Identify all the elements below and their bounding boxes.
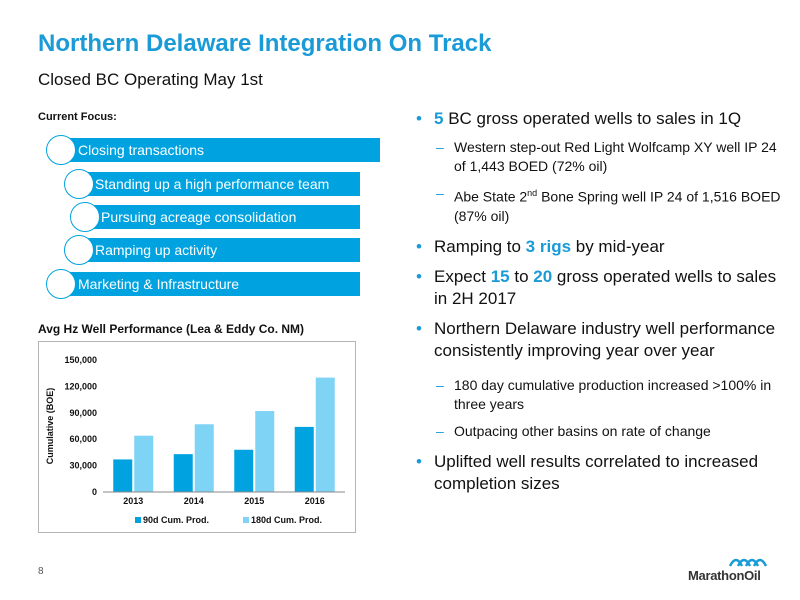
- focus-item-closing-transactions: Closing transactions: [58, 138, 380, 162]
- bullet-text: gross operated wells to sales in 2H 2017: [434, 266, 777, 308]
- bullet-item: • 5 BC gross operated wells to sales in 1…: [414, 108, 784, 130]
- bar-90d-2013: [113, 459, 133, 492]
- x-tick-label: 2015: [244, 496, 264, 506]
- focus-circle-icon: [46, 269, 76, 299]
- y-tick-label: 120,000: [64, 381, 97, 391]
- y-tick-label: 60,000: [69, 434, 97, 444]
- legend-swatch: [135, 517, 141, 523]
- bullet-text: Uplifted well results correlated to incr…: [434, 451, 759, 493]
- bullet-dot-icon: •: [416, 236, 422, 256]
- sub-bullet-text: Outpacing other basins on rate of change: [454, 422, 711, 439]
- bullet-item: • Uplifted well results correlated to inc…: [414, 451, 784, 495]
- x-tick-label: 2016: [305, 496, 325, 506]
- dash-icon: –: [436, 376, 444, 393]
- focus-item-label: Ramping up activity: [95, 242, 218, 258]
- bar-90d-2016: [294, 426, 314, 492]
- sub-bullet-text: 180 day cumulative production increased …: [454, 376, 772, 412]
- sub-bullet-text: Western step-out Red Light Wolfcamp XY w…: [454, 139, 777, 174]
- page-title: Northern Delaware Integration On Track: [38, 30, 492, 57]
- sub-bullet-item: – Abe State 2nd Bone Spring well IP 24 of…: [414, 184, 784, 226]
- bullet-item: • Expect 15 to 20 gross operated wells to…: [414, 266, 784, 310]
- marathon-oil-logo: MarathonOil: [688, 552, 783, 584]
- sub-bullet-text: Bone Spring well IP 24 of 1,516 BOED (87…: [454, 188, 781, 224]
- focus-item-marketing-infrastructure: Marketing & Infrastructure: [58, 272, 360, 296]
- sub-bullet-item: – Western step-out Red Light Wolfcamp XY …: [414, 138, 784, 176]
- focus-item-standing-up-team: Standing up a high performance team: [76, 172, 360, 196]
- chart-frame: 0 30,000 60,000 90,000 120,000 150,000 2013 20…: [38, 341, 356, 533]
- page-number: 8: [38, 566, 44, 577]
- focus-circle-icon: [64, 169, 94, 199]
- bullet-dot-icon: •: [416, 451, 422, 471]
- page-subtitle: Closed BC Operating May 1st: [38, 70, 263, 89]
- highlight-number: 15: [490, 266, 510, 286]
- bullet-item: • Ramping to 3 rigs by mid-year: [414, 236, 784, 258]
- bar-chart: 0 30,000 60,000 90,000 120,000 150,000 2013 20…: [45, 355, 345, 525]
- bar-90d-2015: [234, 449, 254, 492]
- y-tick-label: 150,000: [64, 355, 97, 365]
- x-tick-label: 2013: [123, 496, 143, 506]
- chart-title: Avg Hz Well Performance (Lea & Eddy Co. …: [38, 322, 305, 336]
- bullet-text: Expect: [434, 266, 491, 286]
- y-tick-label: 90,000: [69, 408, 97, 418]
- legend-label: 180d Cum. Prod.: [251, 515, 322, 525]
- focus-circle-icon: [70, 202, 100, 232]
- focus-circle-icon: [64, 235, 94, 265]
- bullet-item: • Northern Delaware industry well perform…: [414, 318, 784, 362]
- bullet-text: Northern Delaware industry well performa…: [434, 318, 776, 360]
- bar-90d-2014: [173, 454, 193, 492]
- focus-item-label: Closing transactions: [78, 142, 205, 158]
- focus-item-label: Pursuing acreage consolidation: [101, 209, 297, 225]
- bar-180d-2015: [255, 411, 275, 492]
- sub-bullet-item: –180 day cumulative production increased…: [414, 376, 784, 414]
- dash-icon: –: [436, 422, 444, 439]
- dash-icon: –: [436, 185, 444, 201]
- legend-swatch: [243, 517, 249, 523]
- bullet-text: by mid-year: [571, 236, 665, 256]
- bullet-dot-icon: •: [416, 318, 422, 338]
- focus-item-label: Marketing & Infrastructure: [78, 276, 240, 292]
- bar-180d-2014: [194, 424, 214, 492]
- logo-text: MarathonOil: [688, 568, 761, 583]
- highlight-number: 20: [533, 266, 553, 286]
- bullet-text: BC gross operated wells to sales in 1Q: [443, 109, 742, 128]
- focus-item-label: Standing up a high performance team: [95, 176, 330, 192]
- sub-bullet-text: Abe State 2: [454, 188, 528, 205]
- logo-waves-icon: [728, 558, 768, 567]
- bullet-dot-icon: •: [416, 266, 422, 286]
- bullet-text: Ramping to: [434, 236, 526, 256]
- focus-item-pursuing-acreage: Pursuing acreage consolidation: [82, 205, 360, 229]
- sub-bullet-item: – Outpacing other basins on rate of chang…: [414, 422, 784, 441]
- highlight-text: 3 rigs: [525, 236, 572, 256]
- ordinal-suffix: nd: [527, 188, 538, 198]
- bullet-text: to: [509, 266, 534, 286]
- x-tick-label: 2014: [184, 496, 204, 506]
- current-focus-label: Current Focus:: [38, 111, 117, 123]
- y-tick-label: 30,000: [69, 461, 97, 471]
- highlight-number: 5: [434, 109, 444, 128]
- focus-item-ramping-activity: Ramping up activity: [76, 238, 360, 262]
- focus-circle-icon: [46, 135, 76, 165]
- legend-label: 90d Cum. Prod.: [143, 515, 209, 525]
- bullet-list: • 5 BC gross operated wells to sales in 1…: [414, 108, 784, 503]
- bullet-dot-icon: •: [416, 109, 422, 128]
- y-tick-label: 0: [92, 487, 97, 497]
- bar-180d-2016: [315, 377, 335, 492]
- bar-180d-2013: [134, 435, 154, 492]
- y-axis-title: Cumulative (BOE): [45, 388, 55, 465]
- dash-icon: –: [436, 139, 444, 155]
